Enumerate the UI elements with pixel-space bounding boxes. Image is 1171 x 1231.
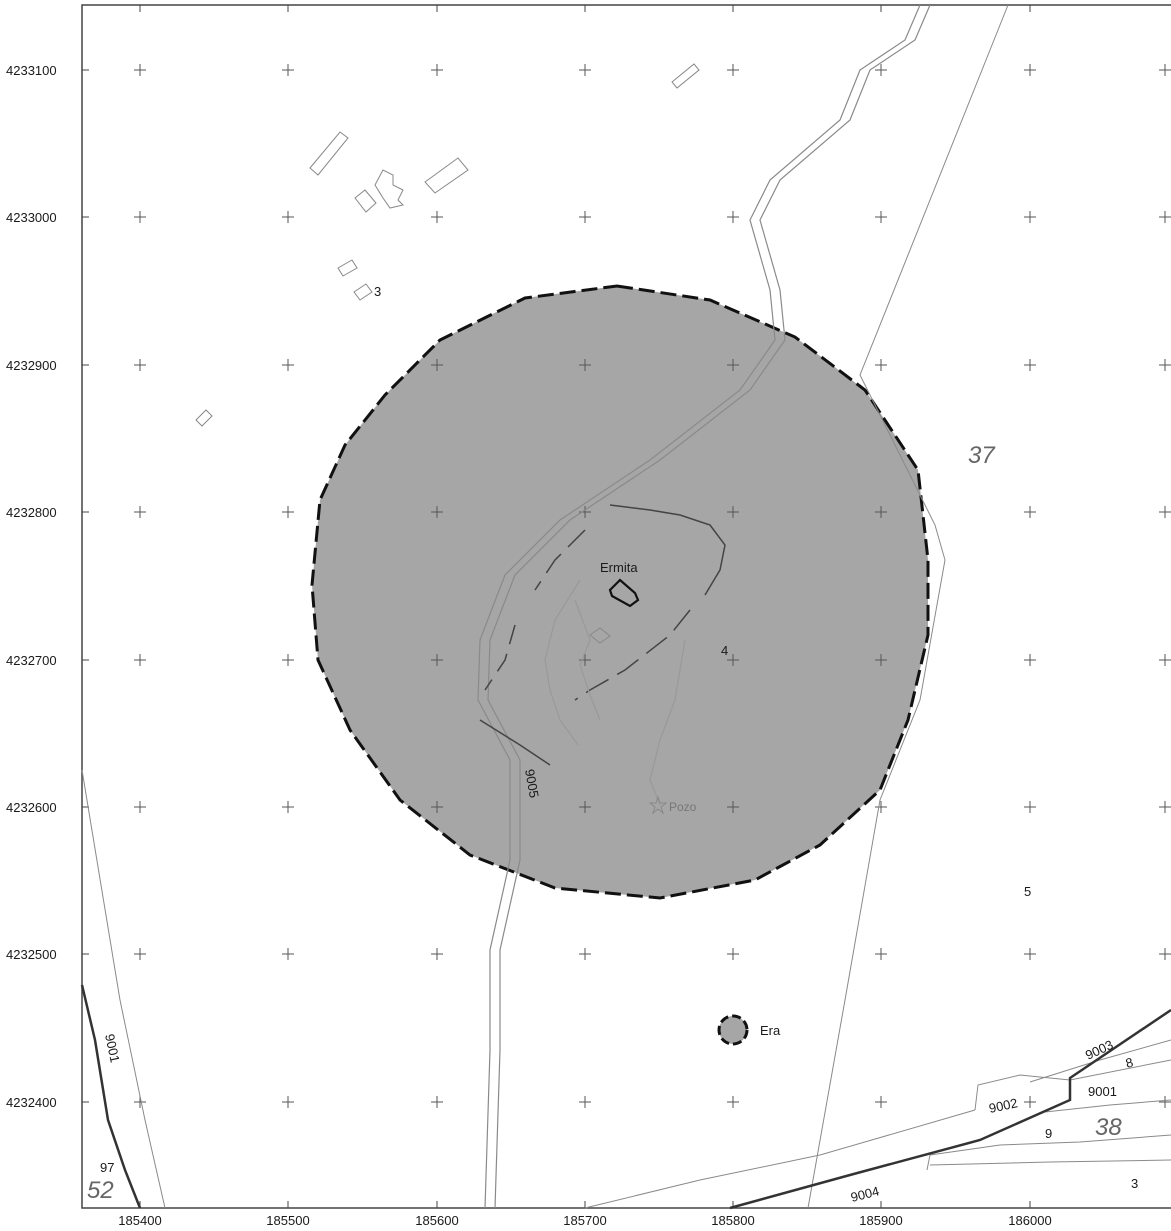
y-tick-4232400: 4232400 <box>6 1095 57 1110</box>
x-tick-185900: 185900 <box>859 1213 902 1228</box>
x-tick-185500: 185500 <box>266 1213 309 1228</box>
parcel-label-37: 37 <box>968 442 996 469</box>
parcel-label-3-top: 3 <box>374 284 381 299</box>
y-tick-4232600: 4232600 <box>6 800 57 815</box>
x-tick-186000: 186000 <box>1008 1213 1051 1228</box>
parcel-label-9: 9 <box>1045 1126 1052 1141</box>
x-tick-185800: 185800 <box>711 1213 754 1228</box>
road-label-9002: 9002 <box>988 1095 1019 1116</box>
road-label-9001-left: 9001 <box>102 1033 123 1064</box>
x-tick-185400: 185400 <box>118 1213 161 1228</box>
x-axis-labels: 185400 185500 185600 185700 185800 18590… <box>118 1213 1051 1228</box>
parcel-3-edge <box>930 1160 1171 1165</box>
parcel-38-left <box>927 1155 930 1170</box>
parcel-label-4: 4 <box>721 643 728 658</box>
era-circle <box>719 1016 747 1044</box>
pozo-label: Pozo <box>669 800 697 814</box>
x-tick-185700: 185700 <box>563 1213 606 1228</box>
buffer-zone-ermita <box>312 286 928 898</box>
parcel-label-5: 5 <box>1024 884 1031 899</box>
road-label-9001-right: 9001 <box>1088 1084 1117 1099</box>
ermita-label: Ermita <box>600 560 638 575</box>
parcel-label-97: 97 <box>100 1160 114 1175</box>
x-tick-185600: 185600 <box>415 1213 458 1228</box>
road-label-9004: 9004 <box>849 1183 881 1205</box>
y-axis-labels: 4233100 4233000 4232900 4232800 4232700 … <box>6 63 57 1110</box>
parcel-label-52: 52 <box>87 1177 114 1204</box>
y-tick-4233000: 4233000 <box>6 210 57 225</box>
y-tick-4232900: 4232900 <box>6 358 57 373</box>
y-tick-4232800: 4232800 <box>6 505 57 520</box>
parcel-label-38: 38 <box>1095 1114 1122 1141</box>
y-tick-4232500: 4232500 <box>6 947 57 962</box>
y-tick-4232700: 4232700 <box>6 653 57 668</box>
parcel-52-boundary <box>82 770 165 1208</box>
era-label: Era <box>760 1023 781 1038</box>
parcel-label-3-bottom: 3 <box>1131 1176 1138 1191</box>
parcel-label-8: 8 <box>1124 1055 1135 1071</box>
y-tick-4233100: 4233100 <box>6 63 57 78</box>
